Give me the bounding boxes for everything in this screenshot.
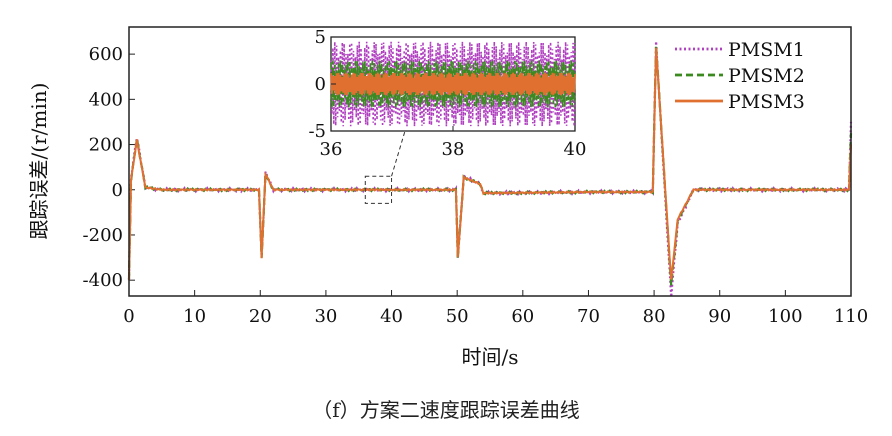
y-tick-label: 600 (89, 44, 123, 65)
x-tick-label: 50 (446, 306, 469, 327)
inset-series-line-pmsm3 (330, 72, 576, 96)
inset-y-tick-label: 0 (315, 74, 326, 95)
x-tick-label: 40 (380, 306, 403, 327)
legend-label-pmsm1: PMSM1 (728, 39, 805, 61)
x-tick-label: 70 (577, 306, 600, 327)
x-tick-label: 90 (708, 306, 731, 327)
y-tick-label: 400 (89, 89, 123, 110)
legend-label-pmsm2: PMSM2 (728, 65, 805, 87)
inset-y-tick-label: -5 (308, 121, 326, 142)
series-line-pmsm3 (128, 47, 852, 281)
x-tick-label: 100 (768, 306, 802, 327)
x-tick-label: 80 (643, 306, 666, 327)
x-tick-label: 20 (249, 306, 272, 327)
y-tick-label: -400 (83, 270, 123, 291)
x-tick-label: 60 (511, 306, 534, 327)
legend-label-pmsm3: PMSM3 (728, 91, 805, 113)
plot-frame (128, 26, 852, 297)
y-axis-label: 跟踪误差/(r/min) (27, 83, 51, 240)
x-axis-label: 时间/s (461, 345, 518, 369)
y-tick-label: 200 (89, 135, 123, 156)
inset-x-tick-label: 40 (564, 139, 587, 160)
figure-caption: （f）方案二速度跟踪误差曲线 (312, 398, 580, 422)
y-tick-label: -200 (83, 225, 123, 246)
zoom-region-box (364, 175, 393, 204)
y-tick-label: 0 (112, 180, 123, 201)
x-tick-label: 0 (123, 306, 134, 327)
zoom-connector-line (391, 130, 406, 177)
inset-x-tick-label: 38 (442, 139, 465, 160)
inset-y-tick-label: 5 (315, 27, 326, 48)
x-tick-label: 10 (183, 306, 206, 327)
x-tick-label: 30 (314, 306, 337, 327)
inset-x-tick-label: 36 (320, 139, 343, 160)
x-tick-label: 110 (834, 306, 868, 327)
